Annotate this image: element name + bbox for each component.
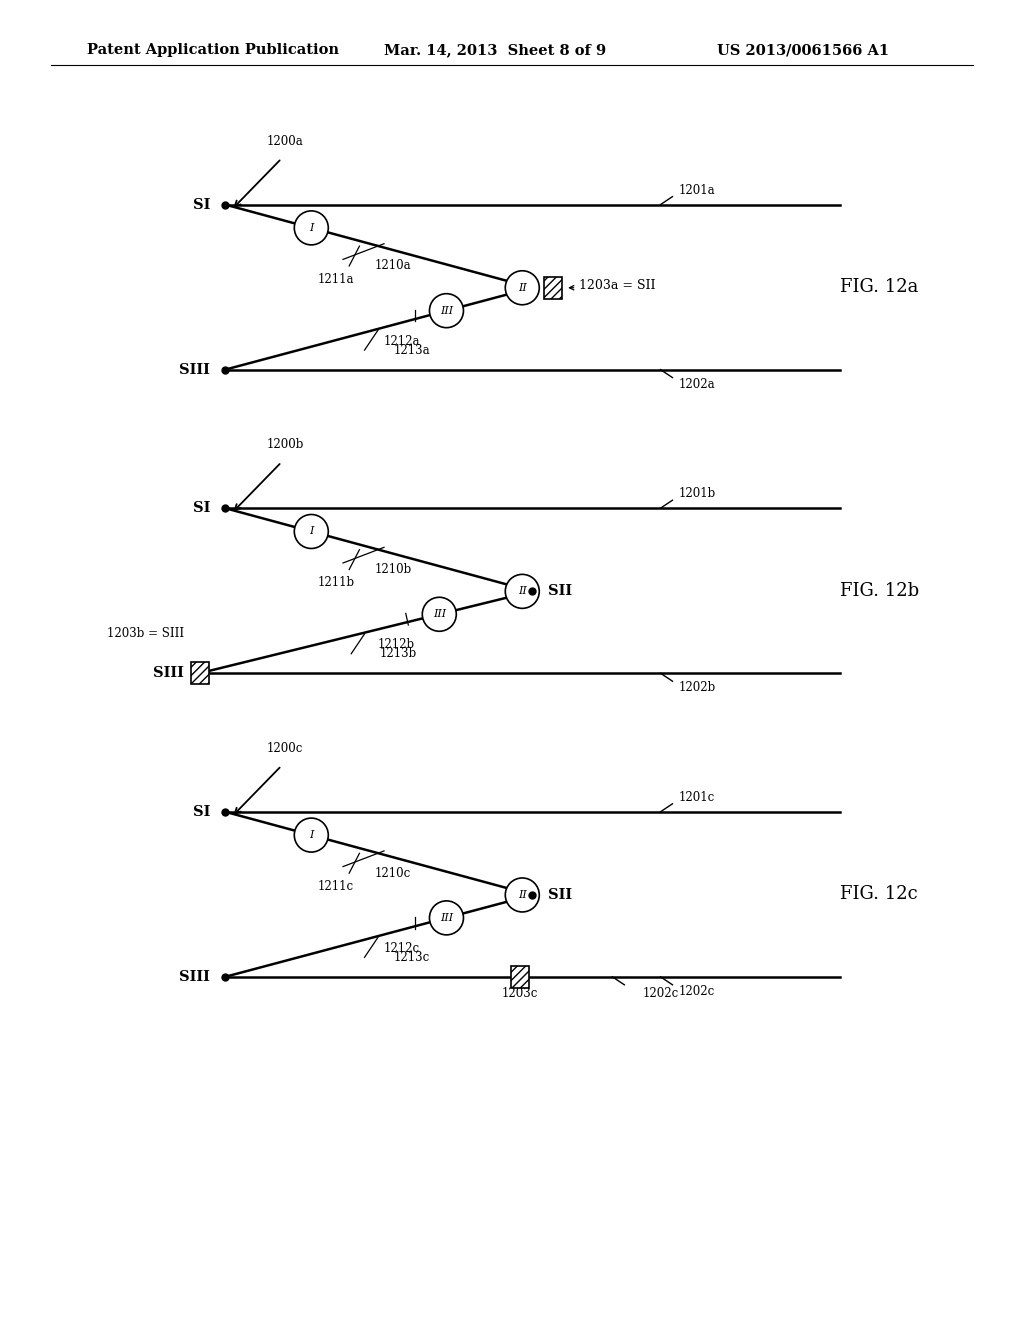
Text: SIII: SIII bbox=[179, 363, 210, 376]
Text: III: III bbox=[440, 913, 453, 923]
Text: FIG. 12b: FIG. 12b bbox=[840, 582, 919, 599]
Text: Patent Application Publication: Patent Application Publication bbox=[87, 44, 339, 57]
Text: SII: SII bbox=[548, 585, 572, 598]
Text: 1203c: 1203c bbox=[502, 987, 539, 1001]
Circle shape bbox=[294, 211, 329, 246]
Text: SI: SI bbox=[193, 198, 210, 211]
Circle shape bbox=[422, 597, 457, 631]
Text: 1202a: 1202a bbox=[679, 378, 716, 391]
Text: FIG. 12c: FIG. 12c bbox=[840, 886, 918, 903]
Text: SII: SII bbox=[548, 888, 572, 902]
Text: II: II bbox=[518, 890, 526, 900]
Text: III: III bbox=[433, 610, 445, 619]
Text: 1200c: 1200c bbox=[266, 742, 303, 755]
Text: 1213b: 1213b bbox=[380, 647, 417, 660]
Text: 1201b: 1201b bbox=[679, 487, 716, 500]
Circle shape bbox=[505, 878, 540, 912]
Text: 1212c: 1212c bbox=[384, 942, 420, 954]
Text: II: II bbox=[518, 586, 526, 597]
Circle shape bbox=[294, 818, 329, 853]
Text: 1213c: 1213c bbox=[393, 950, 429, 964]
Text: Mar. 14, 2013  Sheet 8 of 9: Mar. 14, 2013 Sheet 8 of 9 bbox=[384, 44, 606, 57]
Text: 1212b: 1212b bbox=[378, 639, 415, 651]
Text: II: II bbox=[518, 282, 526, 293]
Text: I: I bbox=[309, 527, 313, 536]
Text: 1211c: 1211c bbox=[317, 880, 353, 892]
Bar bbox=[511, 966, 529, 987]
Text: SI: SI bbox=[193, 502, 210, 515]
Text: 1212a: 1212a bbox=[384, 335, 421, 347]
Text: 1211a: 1211a bbox=[317, 272, 354, 285]
Circle shape bbox=[505, 271, 540, 305]
Circle shape bbox=[505, 574, 540, 609]
Text: 1202b: 1202b bbox=[679, 681, 716, 694]
Text: 1200a: 1200a bbox=[266, 135, 303, 148]
Text: 1203a = SII: 1203a = SII bbox=[579, 279, 655, 292]
Text: 1210a: 1210a bbox=[375, 259, 412, 272]
Circle shape bbox=[429, 293, 464, 327]
Bar bbox=[544, 277, 562, 298]
Text: 1200b: 1200b bbox=[266, 438, 303, 451]
Text: SI: SI bbox=[193, 805, 210, 818]
Text: 1202c: 1202c bbox=[643, 987, 679, 1001]
Text: 1213a: 1213a bbox=[393, 343, 430, 356]
Text: SIII: SIII bbox=[179, 970, 210, 983]
Circle shape bbox=[294, 515, 329, 549]
Text: 1201c: 1201c bbox=[679, 791, 715, 804]
Text: 1211b: 1211b bbox=[317, 576, 354, 589]
Text: 1202c: 1202c bbox=[679, 985, 715, 998]
Text: FIG. 12a: FIG. 12a bbox=[840, 279, 919, 296]
Text: 1210c: 1210c bbox=[375, 866, 411, 879]
Text: III: III bbox=[440, 306, 453, 315]
Text: 1201a: 1201a bbox=[679, 183, 716, 197]
Text: I: I bbox=[309, 223, 313, 232]
Text: 1203b = SIII: 1203b = SIII bbox=[108, 627, 184, 640]
Bar bbox=[190, 663, 209, 684]
Circle shape bbox=[429, 900, 464, 935]
Text: 1210b: 1210b bbox=[375, 562, 412, 576]
Text: I: I bbox=[309, 830, 313, 840]
Text: US 2013/0061566 A1: US 2013/0061566 A1 bbox=[717, 44, 889, 57]
Text: SIII: SIII bbox=[154, 667, 184, 680]
